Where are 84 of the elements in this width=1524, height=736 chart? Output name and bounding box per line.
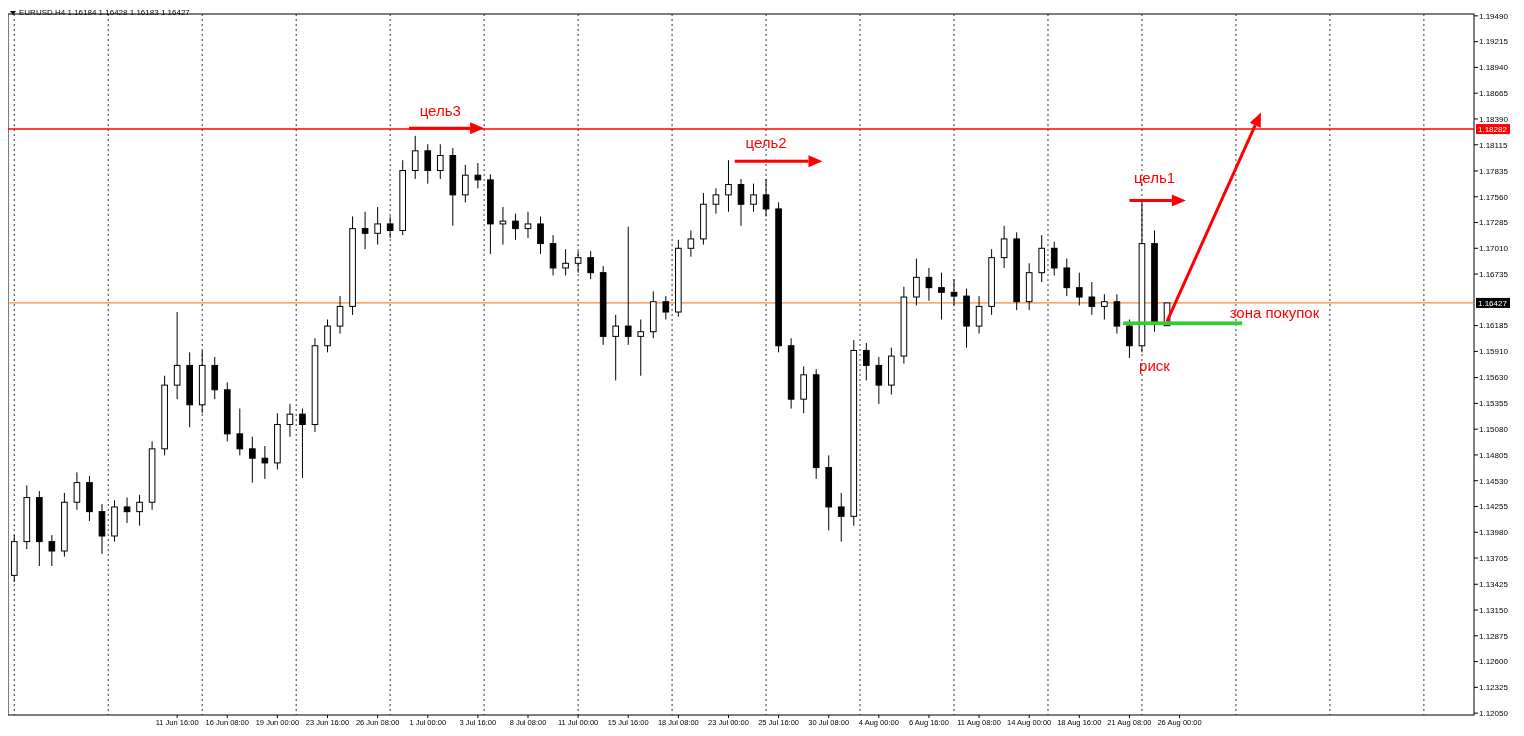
candlestick <box>499 206 507 246</box>
y-tick-label: 1.15910 <box>1479 347 1509 357</box>
candlestick <box>374 206 381 246</box>
candlestick <box>73 471 81 511</box>
y-tick-label: 1.16185 <box>1479 321 1509 331</box>
y-tick-label: 1.14805 <box>1479 450 1509 460</box>
y-tick-label: 1.19215 <box>1479 37 1509 47</box>
candlestick <box>712 187 720 215</box>
candlestick <box>762 178 770 217</box>
candlestick <box>299 408 306 479</box>
candlestick <box>123 497 131 524</box>
y-tick-label: 1.17285 <box>1479 218 1509 228</box>
candlestick <box>862 342 870 381</box>
candlestick <box>537 215 544 255</box>
y-tick-label: 1.19490 <box>1479 11 1509 21</box>
candlestick <box>411 135 419 180</box>
y-tick-label: 1.18665 <box>1479 88 1509 98</box>
candlestick <box>524 211 532 239</box>
y-tick-label: 1.13705 <box>1479 553 1509 563</box>
y-tick-label: 1.17835 <box>1479 166 1509 176</box>
candlestick <box>424 143 432 185</box>
band-label: зона покупок <box>1229 304 1320 322</box>
candlestick <box>261 445 269 480</box>
candlestick <box>725 159 732 213</box>
candlestick <box>687 229 695 258</box>
ref-line-label: 1.18282 <box>1478 124 1508 134</box>
chart-title: EURUSD.H4 1.16184 1.16428 1.16183 1.16427 <box>19 8 191 17</box>
candlestick <box>875 356 883 405</box>
y-tick-label: 1.15630 <box>1479 373 1509 383</box>
y-tick-label: 1.12050 <box>1479 708 1509 718</box>
candlestick <box>925 267 933 302</box>
candlestick <box>750 183 757 213</box>
candlestick <box>236 408 244 456</box>
y-tick-label: 1.14255 <box>1479 502 1509 512</box>
candlestick <box>1075 272 1083 306</box>
candlestick <box>737 178 745 227</box>
candlestick <box>913 258 920 306</box>
candlestick <box>1101 293 1108 321</box>
candlestick <box>48 534 56 567</box>
candlestick <box>662 295 670 321</box>
y-tick-label: 1.15080 <box>1479 424 1509 434</box>
candlestick <box>436 143 444 180</box>
y-tick-label: 1.13425 <box>1479 580 1509 590</box>
y-tick-label: 1.14530 <box>1479 476 1509 486</box>
y-tick-label: 1.12600 <box>1479 657 1509 667</box>
candlestick <box>1126 319 1133 359</box>
y-tick-label: 1.13150 <box>1479 605 1509 615</box>
y-tick-label: 1.16735 <box>1479 269 1509 279</box>
candlestick <box>612 314 620 381</box>
y-tick-label: 1.17010 <box>1479 244 1509 254</box>
candlestick <box>1000 225 1008 269</box>
candlestick <box>474 162 482 189</box>
candlestick <box>324 319 331 353</box>
candlestick <box>336 295 344 335</box>
candlestick <box>249 436 256 484</box>
y-tick-label: 1.18115 <box>1479 140 1508 150</box>
ref-line-label: 1.16427 <box>1478 298 1508 308</box>
annotation: цель2 <box>745 134 787 152</box>
annotation: риск <box>1139 357 1171 375</box>
candlestick <box>975 295 983 335</box>
y-tick-label: 1.18390 <box>1479 114 1509 124</box>
candlestick <box>462 164 469 203</box>
candlestick <box>562 248 569 276</box>
annotation: цель3 <box>419 102 461 120</box>
candlestick <box>938 272 945 321</box>
candlestick <box>1050 241 1058 276</box>
y-tick-label: 1.12325 <box>1479 683 1509 693</box>
candlestick <box>587 250 594 280</box>
candlestick <box>637 319 645 377</box>
candlestick <box>286 403 294 438</box>
candlestick <box>361 211 369 250</box>
candlestick <box>1063 258 1071 297</box>
candlestick <box>173 311 181 400</box>
y-tick-label: 1.12875 <box>1479 631 1509 641</box>
candlestick <box>837 492 845 543</box>
candlestick <box>624 226 632 346</box>
annotation: цель1 <box>1133 168 1176 186</box>
y-tick-label: 1.13980 <box>1479 528 1509 538</box>
y-tick-label: 1.18940 <box>1479 63 1509 73</box>
candlestick <box>512 213 519 241</box>
y-tick-label: 1.17560 <box>1479 192 1509 202</box>
y-tick-label: 1.15355 <box>1479 399 1509 409</box>
candlestick <box>1088 281 1096 316</box>
candlestick <box>136 494 143 527</box>
